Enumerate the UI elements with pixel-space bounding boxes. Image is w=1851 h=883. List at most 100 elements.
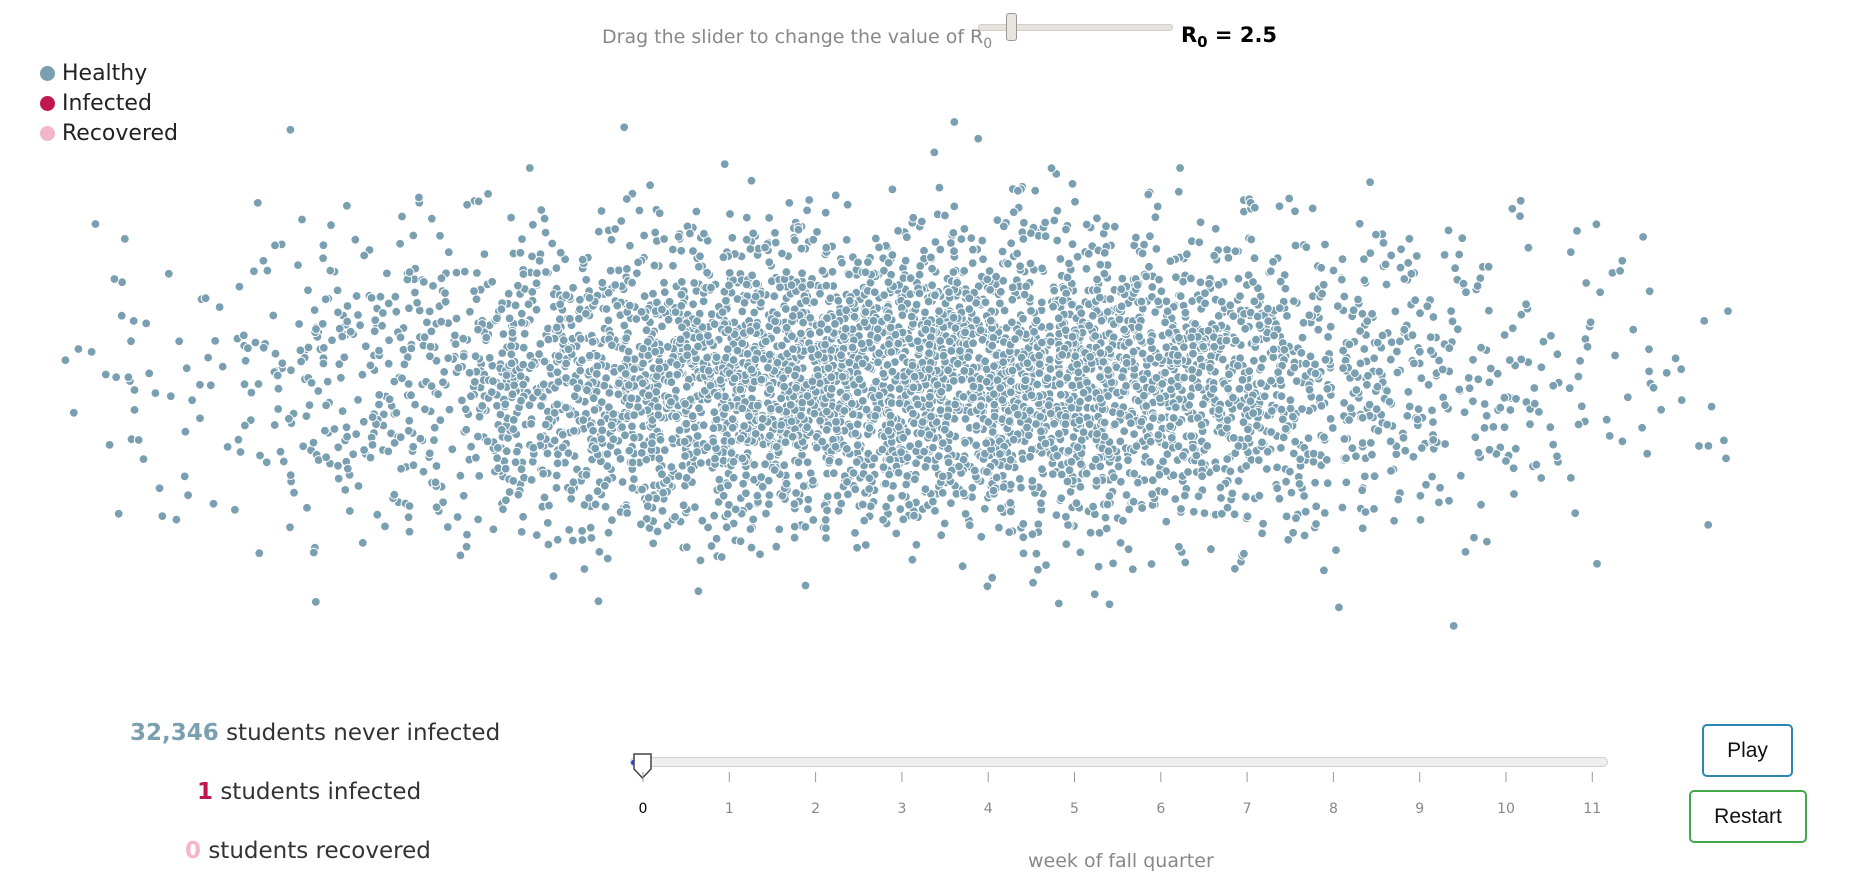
student-dot <box>1209 250 1220 261</box>
student-dot <box>891 528 902 539</box>
student-dot <box>960 414 971 424</box>
student-dot <box>1591 219 1602 230</box>
student-dot <box>495 409 506 420</box>
student-dot <box>989 411 1000 422</box>
student-dot <box>1037 263 1047 274</box>
student-dot <box>403 379 414 389</box>
student-dot <box>878 368 889 379</box>
student-dot <box>451 267 462 278</box>
student-dot <box>870 233 881 244</box>
student-dot <box>479 249 490 260</box>
student-dot <box>720 403 731 413</box>
student-dot <box>435 230 445 241</box>
student-dot <box>1516 309 1527 320</box>
student-dot <box>374 345 384 356</box>
student-dot <box>327 335 337 346</box>
student-dot <box>462 529 472 540</box>
student-dot <box>293 260 303 271</box>
student-dot <box>1078 387 1089 398</box>
student-dot <box>1581 278 1592 288</box>
student-dot <box>1595 287 1605 298</box>
student-dot <box>812 227 822 237</box>
student-dot <box>1147 489 1158 500</box>
student-dot <box>1036 498 1046 509</box>
student-dot <box>539 213 550 224</box>
student-dot <box>796 243 807 254</box>
student-dot <box>1230 246 1241 257</box>
student-dot <box>404 267 415 278</box>
student-dot <box>384 335 395 346</box>
student-dot <box>1391 449 1402 460</box>
student-dot <box>1386 337 1397 348</box>
student-dot <box>994 522 1004 533</box>
student-dot <box>1516 354 1527 365</box>
student-dot <box>1281 476 1291 487</box>
r0-slider-thumb[interactable] <box>1006 13 1017 41</box>
student-dot <box>1288 296 1299 307</box>
student-dot <box>474 471 485 481</box>
student-dot <box>741 212 752 223</box>
student-dot <box>874 390 885 401</box>
student-dot <box>1123 544 1134 555</box>
student-dot <box>1145 353 1156 364</box>
student-dot <box>1460 547 1471 557</box>
student-dot <box>1395 336 1405 347</box>
student-dot <box>673 471 684 482</box>
r0-slider[interactable] <box>978 13 1173 41</box>
student-dot <box>948 228 959 238</box>
student-dot <box>133 435 144 445</box>
student-dot <box>1395 262 1406 273</box>
student-dot <box>104 440 115 450</box>
student-dot <box>786 416 797 427</box>
student-dot <box>667 434 678 445</box>
student-dot <box>908 382 919 393</box>
student-dot <box>654 453 665 464</box>
student-dot <box>842 199 853 210</box>
student-dot <box>1033 564 1043 575</box>
student-dot <box>695 555 706 566</box>
student-dot <box>1239 548 1249 559</box>
student-dot <box>650 227 661 238</box>
student-dot <box>1049 215 1060 226</box>
student-dot <box>1484 444 1495 455</box>
student-dot <box>1476 342 1486 353</box>
student-dot <box>711 352 722 363</box>
student-dot <box>806 344 817 355</box>
student-dot <box>439 367 450 377</box>
student-dot <box>1102 499 1113 510</box>
student-dot <box>1006 238 1017 249</box>
student-dot <box>1103 365 1113 375</box>
student-dot <box>471 294 482 305</box>
student-dot <box>1110 419 1120 430</box>
student-dot <box>1104 599 1115 610</box>
student-dot <box>989 361 999 372</box>
student-dot <box>717 307 728 318</box>
student-dot <box>826 383 837 394</box>
student-dot <box>722 509 733 519</box>
student-dot <box>1211 463 1222 474</box>
student-dot <box>764 490 775 501</box>
student-dot <box>360 341 371 352</box>
student-dot <box>318 253 329 264</box>
student-dot <box>1049 285 1060 296</box>
student-dot <box>268 310 279 321</box>
student-dot <box>1116 301 1127 312</box>
student-dot <box>883 257 894 268</box>
student-dot <box>1288 411 1298 422</box>
student-dot <box>180 426 191 437</box>
student-dot <box>460 404 471 415</box>
student-dot <box>119 234 130 244</box>
student-dot <box>1204 362 1215 373</box>
student-dot <box>389 489 400 500</box>
student-dot <box>1056 469 1067 480</box>
student-dot <box>431 355 442 366</box>
student-dot <box>765 430 775 441</box>
student-dot <box>1552 349 1563 360</box>
student-dot <box>939 518 950 529</box>
student-dot <box>901 232 912 243</box>
student-dot <box>471 452 481 463</box>
student-dot <box>1470 432 1481 443</box>
student-dot <box>757 414 768 424</box>
student-dot <box>1362 316 1373 327</box>
student-dot <box>678 500 689 511</box>
